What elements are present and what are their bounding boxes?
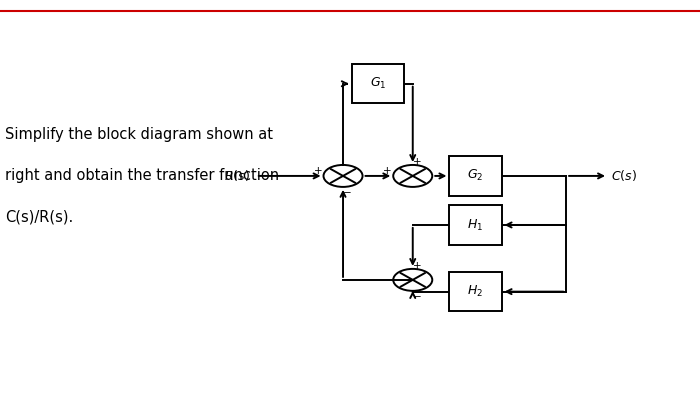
Text: +: + [314,166,322,176]
Text: right and obtain the transfer function: right and obtain the transfer function [5,168,279,183]
Text: +: + [412,261,421,271]
Text: $C(s)$: $C(s)$ [612,168,638,183]
FancyBboxPatch shape [449,272,502,311]
Text: $R(s)$: $R(s)$ [225,168,251,183]
Text: $-$: $-$ [412,290,421,300]
Text: Simplify the block diagram shown at: Simplify the block diagram shown at [5,127,273,142]
Text: $G_2$: $G_2$ [468,168,484,184]
Text: $H_1$: $H_1$ [468,217,484,233]
Text: +: + [384,166,392,176]
Text: +: + [412,157,421,167]
Text: $H_2$: $H_2$ [468,284,484,299]
FancyBboxPatch shape [449,205,502,245]
FancyBboxPatch shape [449,156,502,196]
Text: C(s)/R(s).: C(s)/R(s). [5,210,73,225]
Text: $-$: $-$ [342,186,352,196]
FancyBboxPatch shape [351,64,404,103]
Text: $G_1$: $G_1$ [370,76,386,91]
